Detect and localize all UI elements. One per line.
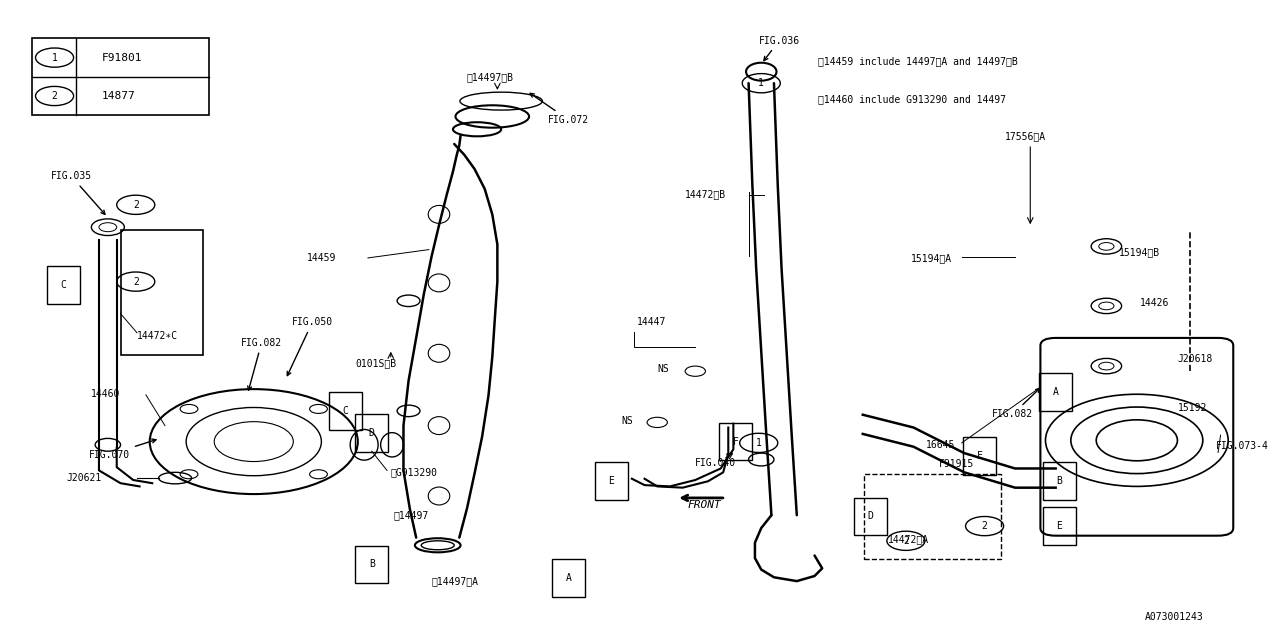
Text: B: B — [1056, 476, 1062, 486]
Text: 17556※A: 17556※A — [1005, 132, 1046, 141]
Text: ※14497: ※14497 — [393, 511, 429, 520]
Text: 1: 1 — [51, 52, 58, 63]
Text: F: F — [977, 451, 983, 461]
Text: 2: 2 — [902, 536, 909, 546]
Text: 14472※B: 14472※B — [685, 189, 726, 199]
Text: J20618: J20618 — [1178, 353, 1212, 364]
Text: 1: 1 — [758, 78, 764, 88]
Text: ※14459 include 14497※A and 14497※B: ※14459 include 14497※A and 14497※B — [818, 56, 1018, 66]
Text: 15194※B: 15194※B — [1119, 247, 1160, 257]
Text: 14460: 14460 — [91, 389, 120, 399]
Text: NS: NS — [657, 365, 669, 374]
Text: A073001243: A073001243 — [1144, 612, 1203, 621]
Text: 2: 2 — [133, 276, 138, 287]
Text: 14459: 14459 — [307, 253, 337, 263]
Text: 14472※A: 14472※A — [888, 534, 929, 544]
Text: 2: 2 — [51, 91, 58, 101]
Text: C: C — [60, 280, 67, 290]
Text: 14472∗C: 14472∗C — [137, 332, 178, 341]
Text: F91915: F91915 — [940, 460, 974, 469]
Text: ※14497※B: ※14497※B — [467, 72, 513, 82]
Bar — [120, 230, 204, 355]
Text: ※G913290: ※G913290 — [390, 467, 438, 477]
Text: NS: NS — [622, 416, 634, 426]
Bar — [32, 38, 210, 115]
Text: FIG.070: FIG.070 — [88, 439, 156, 460]
Text: C: C — [342, 406, 348, 416]
Text: 15192: 15192 — [1178, 403, 1207, 413]
Text: FIG.050: FIG.050 — [287, 317, 333, 376]
Text: E: E — [1056, 521, 1062, 531]
Text: FIG.072: FIG.072 — [530, 93, 589, 125]
Text: D: D — [868, 511, 873, 522]
Text: 14426: 14426 — [1139, 298, 1169, 308]
Text: 14447: 14447 — [637, 317, 667, 327]
Text: A: A — [566, 573, 571, 583]
Text: ※14497※A: ※14497※A — [431, 576, 479, 586]
Text: 2: 2 — [133, 200, 138, 210]
Text: FIG.082: FIG.082 — [241, 338, 282, 390]
Text: 16645: 16645 — [927, 440, 956, 450]
Text: ※14460 include G913290 and 14497: ※14460 include G913290 and 14497 — [818, 94, 1006, 104]
Text: 1: 1 — [755, 438, 762, 448]
Text: F91801: F91801 — [101, 52, 142, 63]
Text: 14877: 14877 — [101, 91, 136, 101]
Text: FIG.082: FIG.082 — [992, 388, 1039, 419]
Text: F: F — [733, 436, 739, 447]
Text: 0101S※B: 0101S※B — [356, 358, 397, 368]
Text: FIG.036: FIG.036 — [759, 36, 800, 61]
Text: 2: 2 — [982, 521, 987, 531]
Text: A: A — [1052, 387, 1059, 397]
Text: FRONT: FRONT — [687, 500, 722, 509]
Text: J20621: J20621 — [67, 474, 101, 483]
Text: 15194※A: 15194※A — [911, 253, 952, 263]
Text: FIG.035: FIG.035 — [51, 172, 105, 214]
Text: B: B — [369, 559, 375, 570]
Text: FIG.073-4: FIG.073-4 — [1216, 442, 1268, 451]
Text: FIG.040: FIG.040 — [695, 458, 736, 468]
Text: D: D — [369, 428, 375, 438]
Text: E: E — [608, 476, 614, 486]
